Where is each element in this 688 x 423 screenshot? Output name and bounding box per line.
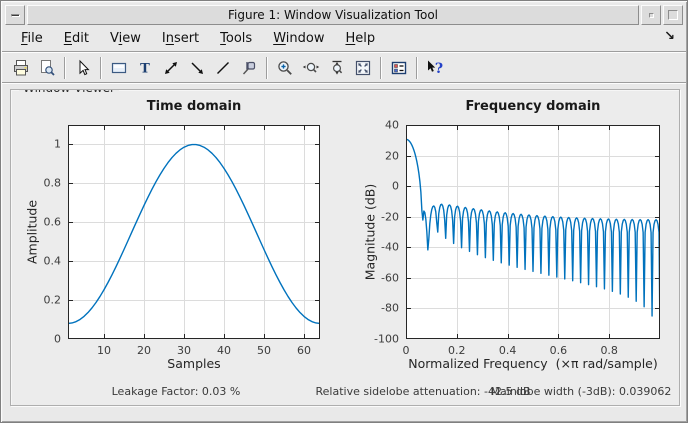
x-tick-label: 0.4 bbox=[498, 344, 517, 357]
legend-icon bbox=[391, 61, 407, 74]
y-tick-label: 0 bbox=[54, 332, 61, 346]
window-menu-button[interactable] bbox=[5, 5, 25, 25]
time-domain-plot: 10 20 30 40 50 60 0 0.2 0.4 0.6 0.8 1 bbox=[44, 125, 320, 357]
dock-figure-arrow-icon[interactable]: ↘ bbox=[664, 29, 675, 44]
toolbar: T bbox=[5, 54, 683, 81]
menubar-items: File Edit View Insert Tools Window Help bbox=[12, 28, 387, 49]
insert-arrow-button[interactable] bbox=[184, 56, 210, 80]
freq-plot-canvas bbox=[406, 125, 660, 339]
window-viewer-panel: Window Viewer Time domain Frequency doma… bbox=[10, 89, 680, 406]
svg-text:?: ? bbox=[435, 61, 443, 77]
print-button[interactable] bbox=[8, 56, 34, 80]
time-domain-ylabel: Amplitude bbox=[24, 199, 40, 265]
svg-text:T: T bbox=[140, 61, 150, 76]
sidelobe-attenuation-text: Relative sidelobe attenuation: -42.5 dB bbox=[315, 385, 531, 398]
menu-insert[interactable]: Insert bbox=[161, 31, 200, 46]
menu-tools[interactable]: Tools bbox=[220, 31, 253, 46]
zoom-x-button[interactable] bbox=[298, 56, 324, 80]
zoom-y-icon bbox=[332, 60, 343, 75]
line-icon bbox=[217, 61, 229, 74]
menu-file[interactable]: File bbox=[21, 31, 43, 46]
toolbar-separator bbox=[100, 56, 102, 79]
x-tick-label: 0.2 bbox=[448, 344, 466, 357]
y-tick-label: -20 bbox=[381, 210, 399, 224]
y-tick-label: 0 bbox=[392, 179, 399, 193]
y-tick-label: -80 bbox=[381, 301, 399, 315]
menu-view[interactable]: View bbox=[109, 31, 141, 46]
zoom-in-icon bbox=[278, 60, 292, 75]
menubar-separator bbox=[2, 51, 686, 53]
frequency-domain-ylabel: Magnitude (dB) bbox=[362, 183, 378, 281]
full-view-icon bbox=[355, 60, 371, 75]
full-view-button[interactable] bbox=[350, 56, 376, 80]
zoom-in-button[interactable] bbox=[272, 56, 298, 80]
whats-this-help-button[interactable]: ? bbox=[422, 56, 448, 80]
x-tick-label: 10 bbox=[97, 344, 111, 357]
rectangle-icon bbox=[111, 62, 127, 73]
x-tick-label: 40 bbox=[217, 344, 231, 357]
zoom-y-button[interactable] bbox=[324, 56, 350, 80]
arrow-icon bbox=[191, 61, 203, 74]
pin-object-button[interactable] bbox=[236, 56, 262, 80]
insert-text-button[interactable]: T bbox=[132, 56, 158, 80]
pointer-icon bbox=[79, 59, 90, 75]
zoom-x-icon bbox=[302, 62, 320, 73]
print-preview-button[interactable] bbox=[34, 56, 60, 80]
frequency-domain-xlabel: Normalized Frequency (×π rad/sample) bbox=[408, 356, 658, 371]
y-tick-label: 1 bbox=[54, 137, 61, 151]
edit-plot-button[interactable] bbox=[70, 56, 96, 80]
y-tick-label: 0.2 bbox=[43, 293, 62, 307]
y-tick-label: 0.6 bbox=[43, 215, 62, 229]
mainlobe-width-text: Mainlobe width (-3dB): 0.039062 bbox=[490, 385, 672, 398]
double-arrow-icon bbox=[165, 61, 177, 74]
menu-window[interactable]: Window bbox=[273, 31, 325, 46]
y-tick-label: 20 bbox=[385, 149, 399, 163]
maximize-icon bbox=[668, 10, 678, 20]
insert-rectangle-button[interactable] bbox=[106, 56, 132, 80]
toolbar-separator bbox=[266, 56, 268, 79]
x-tick-label: 0 bbox=[402, 344, 410, 357]
x-tick-label: 30 bbox=[177, 344, 191, 357]
x-tick-label: 0.6 bbox=[549, 344, 568, 357]
insert-double-arrow-button[interactable] bbox=[158, 56, 184, 80]
menu-edit[interactable]: Edit bbox=[63, 31, 89, 46]
toolbar-separator bbox=[416, 56, 418, 79]
pin-icon bbox=[242, 61, 256, 74]
x-tick-label: 60 bbox=[297, 344, 311, 357]
print-icon bbox=[14, 59, 28, 75]
frequency-domain-plot: 0 0.2 0.4 0.6 0.8 40 20 0 -20 -40 -60 -80 -100 bbox=[374, 119, 660, 357]
y-tick-label: -40 bbox=[381, 240, 399, 254]
y-tick-label: -60 bbox=[381, 271, 399, 285]
frequency-domain-title: Frequency domain bbox=[465, 99, 601, 114]
y-tick-label: 0.8 bbox=[43, 176, 62, 190]
time-plot-canvas bbox=[68, 125, 320, 339]
leakage-factor-text: Leakage Factor: 0.03 % bbox=[111, 385, 241, 398]
toolbar-separator-bottom bbox=[2, 82, 686, 84]
x-tick-label: 0.8 bbox=[600, 344, 618, 357]
time-domain-xlabel: Samples bbox=[167, 356, 221, 371]
panel-label: Window Viewer bbox=[19, 90, 119, 95]
toolbar-separator bbox=[380, 56, 382, 79]
minimize-icon bbox=[648, 12, 654, 18]
window-menu-icon bbox=[10, 13, 20, 17]
text-icon: T bbox=[140, 61, 150, 76]
menu-help[interactable]: Help bbox=[345, 31, 376, 46]
toolbar-separator bbox=[64, 56, 66, 79]
maximize-button[interactable] bbox=[663, 5, 683, 25]
legend-button[interactable] bbox=[386, 56, 412, 80]
help-pointer-icon: ? bbox=[428, 60, 443, 77]
window-title: Figure 1: Window Visualization Tool bbox=[27, 5, 639, 25]
y-tick-label: -100 bbox=[374, 332, 399, 346]
title-bar: Figure 1: Window Visualization Tool bbox=[5, 5, 683, 25]
x-tick-label: 50 bbox=[257, 344, 271, 357]
y-tick-label: 40 bbox=[385, 118, 399, 132]
x-tick-label: 20 bbox=[137, 344, 151, 357]
time-domain-title: Time domain bbox=[146, 99, 242, 114]
y-tick-label: 0.4 bbox=[43, 254, 62, 268]
menubar: File Edit View Insert Tools Window Help ↘ bbox=[5, 27, 683, 50]
minimize-button[interactable] bbox=[641, 5, 661, 25]
print-preview-icon bbox=[41, 59, 55, 76]
insert-line-button[interactable] bbox=[210, 56, 236, 80]
